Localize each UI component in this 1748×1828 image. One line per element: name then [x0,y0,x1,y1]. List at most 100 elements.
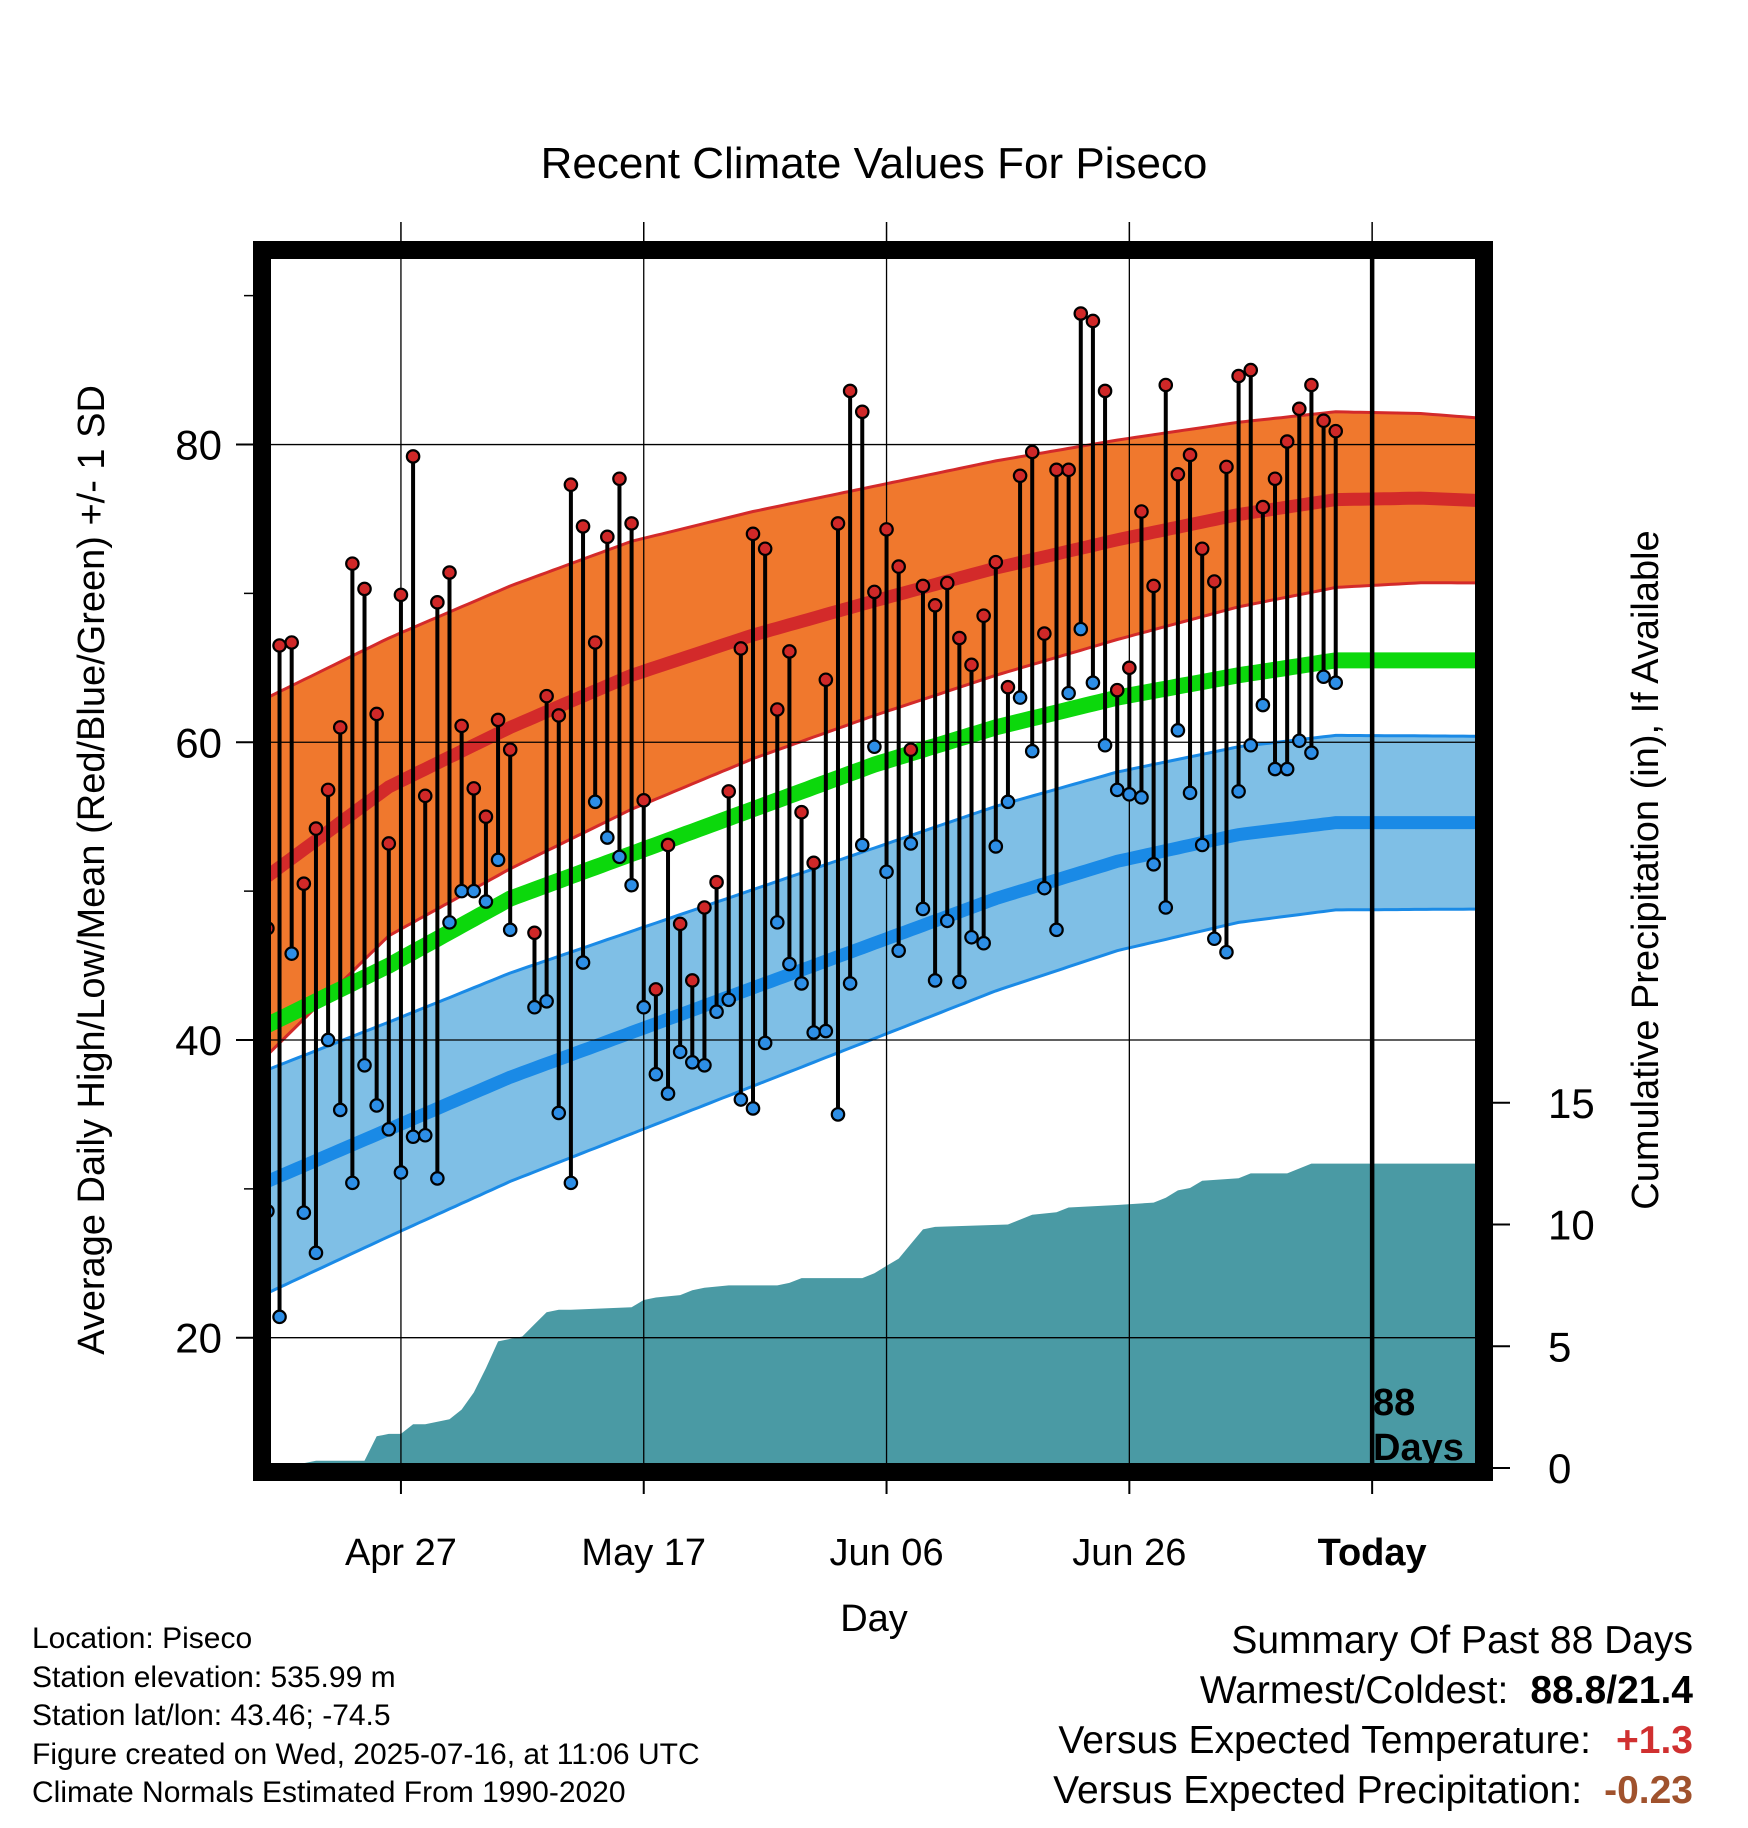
low-point-day-50 [867,739,882,755]
low-point-day-62 [1012,690,1028,705]
low-point-day-73 [1146,857,1161,872]
high-point-day-20 [502,742,518,758]
low-point-day-29 [612,849,627,865]
high-point-day-38 [721,784,737,799]
high-point-day-51 [879,522,894,537]
today-days-word: Days [1373,1427,1464,1469]
high-band-upper-edge [266,410,1484,699]
low-point-day-77 [1194,837,1210,853]
low-point-day-52 [891,943,906,958]
high-point-day-1 [272,638,287,653]
low-point-day-5 [320,1032,336,1048]
high-point-day-22 [527,925,542,941]
low-point-day-35 [684,1055,700,1070]
high-point-day-87 [1316,413,1331,429]
high-point-day-73 [1146,578,1161,594]
high-point-day-54 [915,578,931,594]
low-point-day-23 [539,993,554,1009]
low-point-day-14 [430,1171,445,1186]
precip-area [267,1163,1484,1472]
plot-frame [253,241,1493,1481]
high-point-day-81 [1243,362,1259,378]
high-point-day-88 [1328,423,1344,439]
low-point-day-8 [357,1057,372,1073]
low-point-day-71 [1122,787,1137,802]
x-axis-label: Day [840,1598,908,1640]
info-latlon: Station lat/lon: 43.46; -74.5 [32,1699,391,1732]
low-point-day-58 [964,929,979,945]
low-point-day-42 [769,915,785,930]
low-point-day-19 [490,852,506,868]
y-axis-label: Average Daily High/Low/Mean (Red/Blue/Gr… [71,385,113,1355]
high-point-day-29 [612,471,627,487]
high-point-day-50 [867,584,882,600]
low-point-day-79 [1219,944,1234,960]
high-point-day-43 [782,644,797,659]
low-point-day-64 [1037,880,1052,896]
low-point-day-40 [745,1101,761,1116]
high-point-day-12 [405,449,421,464]
temp-label: Versus Expected Temperature: [1058,1719,1591,1762]
plot-area [262,250,1484,1472]
high-point-day-72 [1134,504,1149,519]
normal-high-line [263,491,1484,882]
high-point-day-36 [697,900,712,915]
low-point-day-76 [1182,785,1198,801]
high-point-day-18 [478,809,494,824]
high-point-day-57 [952,630,967,646]
high-point-day-37 [709,874,724,890]
y2-axis-label: Cumulative Precipitation (in), If Availa… [1625,530,1667,1209]
warm-cold-value: 88.8/21.4 [1530,1669,1693,1712]
high-point-day-6 [332,720,348,735]
normal-mean-line [263,652,1484,1033]
low-point-day-78 [1207,931,1222,947]
high-point-day-47 [830,516,846,531]
summary-temp: Versus Expected Temperature: +1.3 [1053,1716,1693,1766]
high-point-day-63 [1024,444,1040,460]
high-point-day-68 [1085,313,1101,329]
high-point-day-26 [575,519,591,534]
y-tick-label-80: 80 [175,422,222,469]
high-point-day-65 [1049,462,1064,478]
high-point-day-66 [1061,462,1076,478]
high-point-day-32 [648,982,664,997]
high-point-day-14 [430,595,445,610]
high-point-day-16 [454,718,469,734]
y2-tick-label-5: 5 [1548,1323,1571,1370]
high-point-day-25 [563,477,579,493]
high-point-day-60 [988,554,1004,570]
high-point-day-49 [854,404,870,420]
low-point-day-7 [345,1175,360,1191]
low-point-day-55 [927,973,943,988]
high-point-day-62 [1012,468,1028,484]
low-point-day-44 [794,976,809,991]
precip-label: Versus Expected Precipitation: [1053,1769,1583,1812]
high-point-day-27 [587,635,603,650]
low-point-day-49 [854,837,870,853]
high-point-day-10 [381,836,397,851]
low-point-day-20 [502,922,518,938]
high-point-day-45 [806,855,821,871]
high-point-day-75 [1170,467,1186,482]
summary-panel: Summary Of Past 88 Days Warmest/Coldest:… [1053,1616,1693,1816]
high-point-day-11 [393,587,409,603]
low-point-day-47 [830,1107,846,1122]
temp-value: +1.3 [1616,1719,1693,1762]
y2-tick-label-15: 15 [1548,1080,1595,1127]
low-point-day-37 [709,1004,724,1019]
high-point-day-78 [1207,574,1222,589]
low-point-day-57 [952,974,967,990]
high-point-day-42 [769,702,785,717]
low-point-day-84 [1279,761,1295,777]
low-point-day-61 [1000,794,1016,810]
summary-heading: Summary Of Past 88 Days [1231,1619,1693,1662]
low-point-day-6 [332,1102,348,1118]
low-point-day-81 [1243,737,1259,753]
low-point-day-88 [1328,675,1344,691]
x-tick-label-0: Apr 27 [345,1532,457,1574]
low-point-day-3 [296,1205,312,1220]
low-point-day-80 [1231,784,1246,799]
low-point-day-45 [806,1025,821,1040]
precip-value: -0.23 [1604,1769,1693,1812]
